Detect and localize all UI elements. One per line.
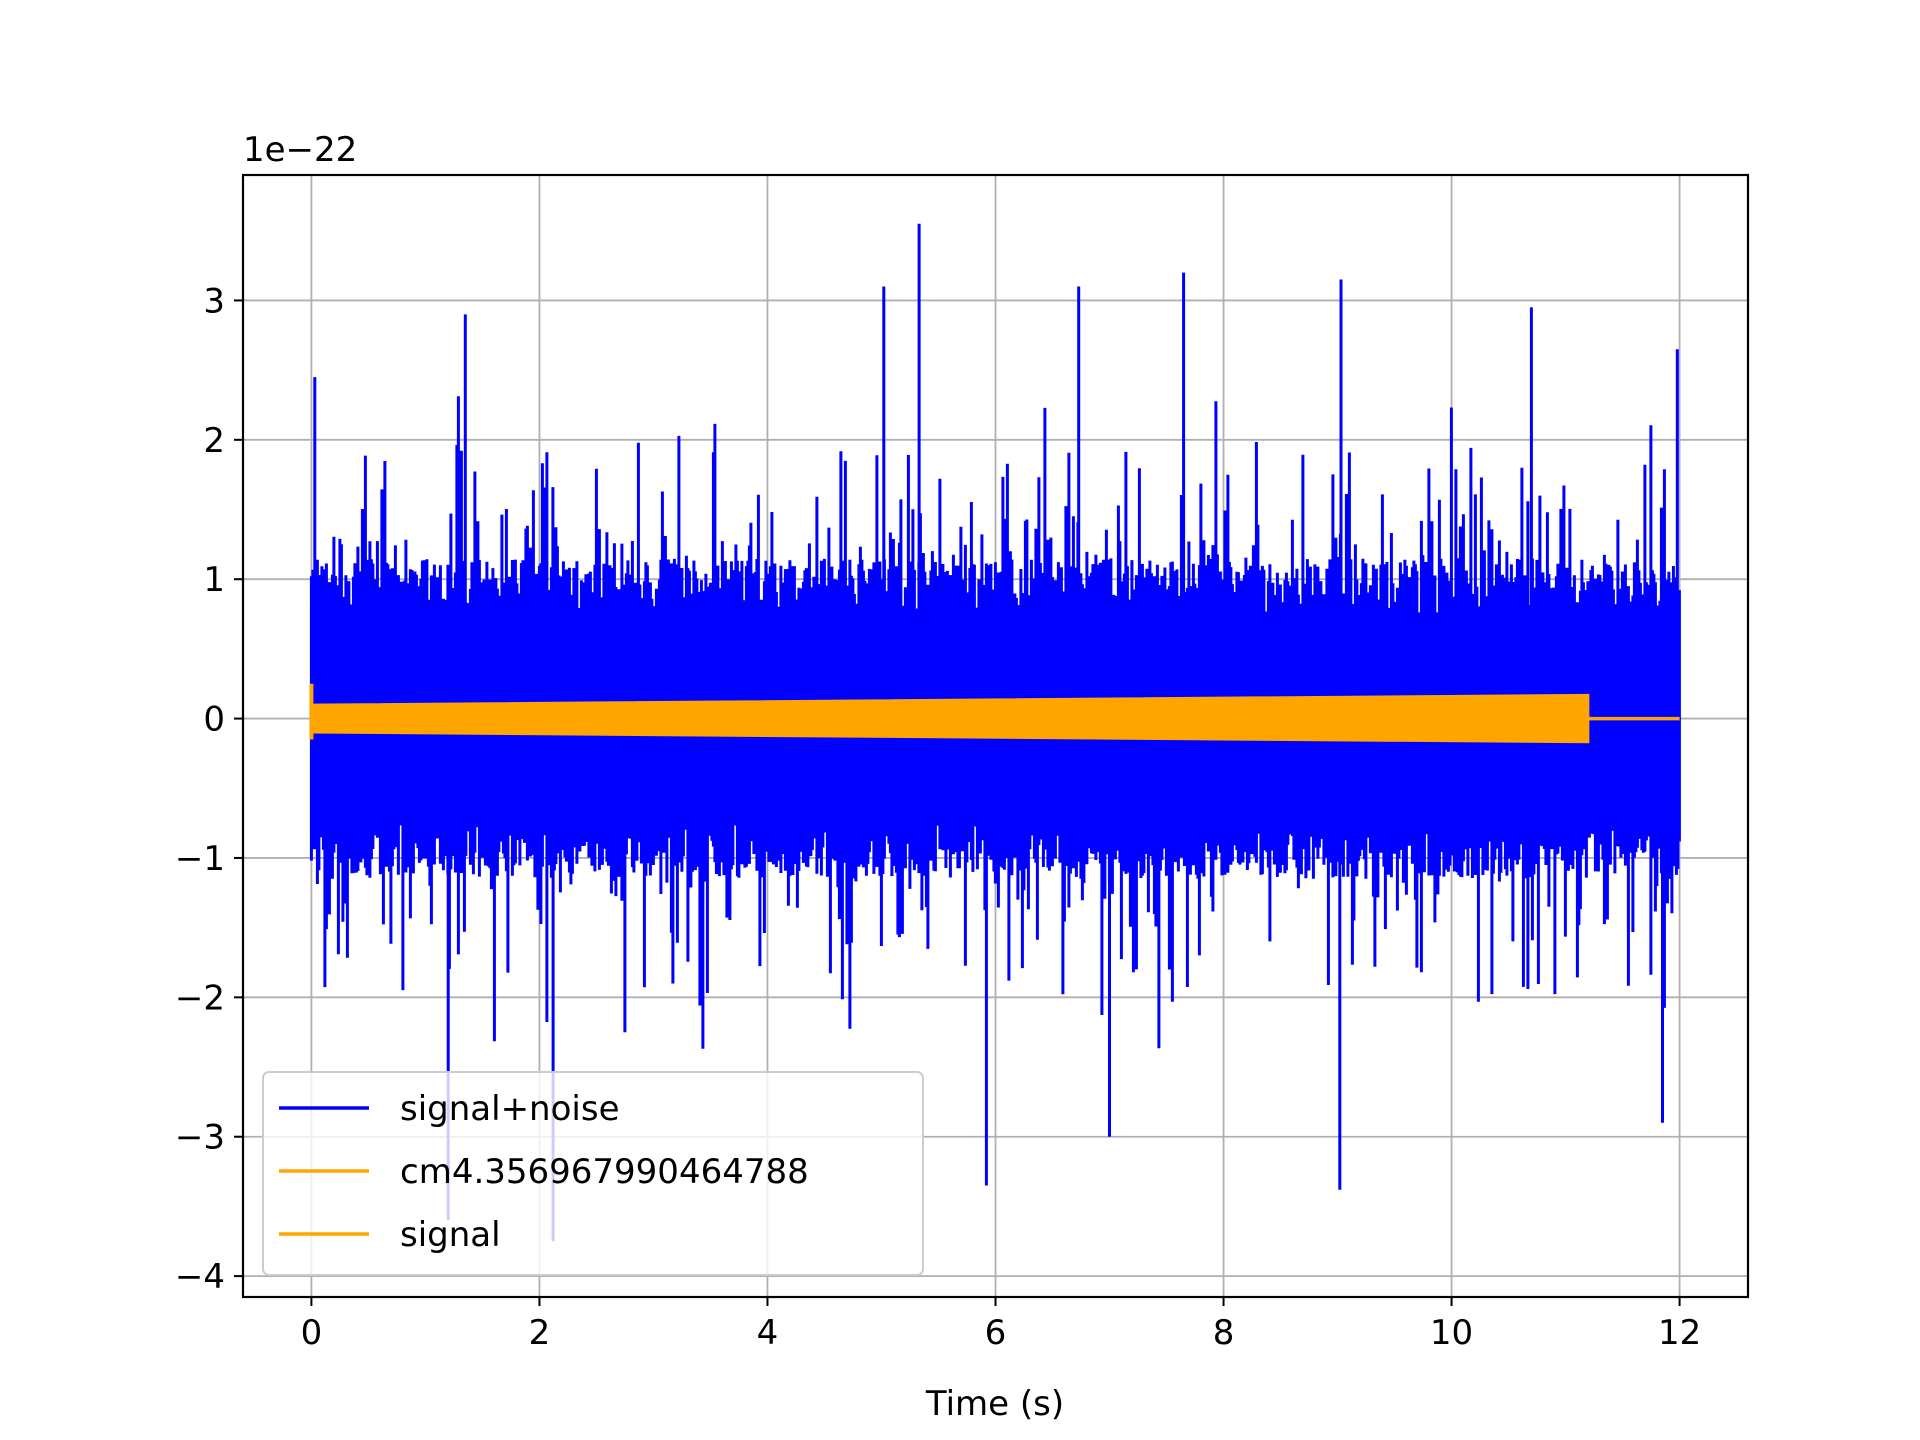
x-tick-label: 0 [301,1313,323,1353]
plot-area [309,223,1681,1242]
x-tick-label: 12 [1658,1313,1701,1353]
y-offset-label: 1e−22 [243,130,357,170]
x-tick-label: 6 [985,1313,1007,1353]
x-axis-label: Time (s) [925,1384,1064,1424]
y-tick-label: 0 [203,700,225,740]
legend-label: signal [400,1215,501,1255]
x-tick-label: 4 [757,1313,779,1353]
x-tick-label: 10 [1430,1313,1473,1353]
legend-box [262,1071,924,1276]
legend-label: signal+noise [400,1089,620,1129]
y-tick-label: −1 [175,839,225,879]
x-tick-label: 8 [1213,1313,1235,1353]
y-tick-label: −3 [175,1118,225,1158]
y-tick-label: −2 [175,978,225,1018]
y-tick-label: 3 [203,281,225,321]
legend-label: cm4.356967990464788 [400,1152,809,1192]
y-tick-label: 1 [203,560,225,600]
y-tick-label: −4 [175,1257,225,1297]
x-tick-label: 2 [529,1313,551,1353]
legend: signal+noise cm4.356967990464788 signal [262,1071,924,1276]
y-tick-label: 2 [203,421,225,461]
y-axis-ticks: −4 −3 −2 −1 0 1 2 3 [175,281,243,1297]
x-axis-ticks: 0 2 4 6 8 10 12 [301,1297,1701,1353]
